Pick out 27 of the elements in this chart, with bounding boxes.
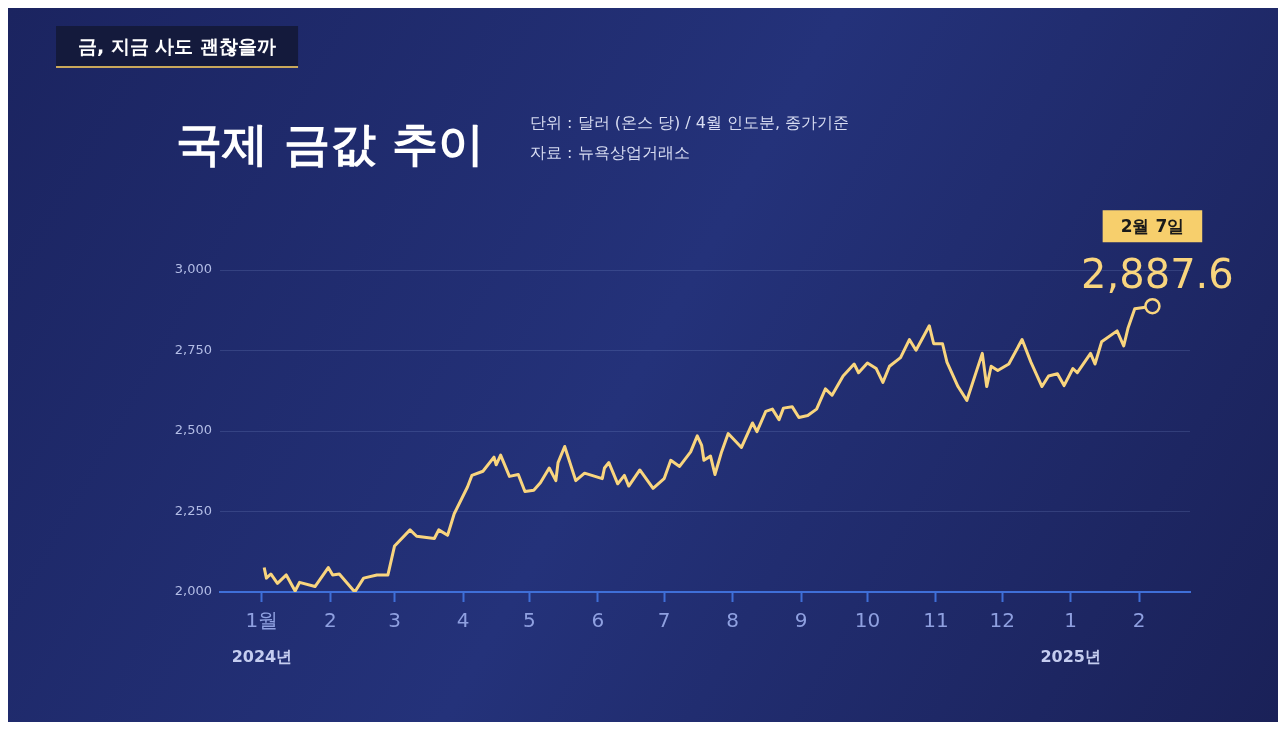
x-tick-label: 7 — [657, 608, 671, 633]
y-tick-label: 3,000 — [174, 261, 212, 277]
x-tick-label: 6 — [591, 608, 605, 633]
y-tick-label: 2,500 — [174, 422, 212, 438]
y-tick-label: 2,000 — [174, 583, 212, 599]
x-tick-label: 1월 — [245, 608, 279, 633]
x-tick-label: 2 — [324, 608, 337, 633]
text: 자료 : 뉴욕상업거래소 — [530, 143, 690, 162]
x-tick-label: 5 — [522, 608, 536, 633]
x-tick-label: 12 — [989, 608, 1015, 633]
text: 2024년 — [231, 647, 293, 666]
text: 2025년 — [1040, 647, 1101, 666]
x-tick-label: 11 — [923, 608, 949, 633]
y-tick-label: 2,250 — [174, 502, 212, 518]
chart-subtitle: 단위 : 달러 (온스 당) / 4월 인도분, 종가기준 — [530, 113, 850, 132]
x-tick-label: 3 — [388, 608, 401, 633]
x-tick-label: 1 — [1064, 608, 1078, 633]
y-tick-label: 2,750 — [174, 341, 212, 357]
x-tick-label: 2 — [1132, 608, 1146, 633]
chart-title: 국제 금값 추이 — [176, 117, 485, 171]
x-tick-label: 10 — [854, 608, 881, 633]
x-tick-label: 4 — [456, 608, 470, 633]
data-label: 2,887.6 — [1081, 251, 1234, 298]
x-tick-label: 8 — [726, 608, 739, 633]
text: 금, 지금 사도 괜찮을까 — [78, 35, 277, 57]
x-tick-label: 9 — [794, 608, 808, 633]
text: 2월 7일 — [1120, 216, 1185, 237]
